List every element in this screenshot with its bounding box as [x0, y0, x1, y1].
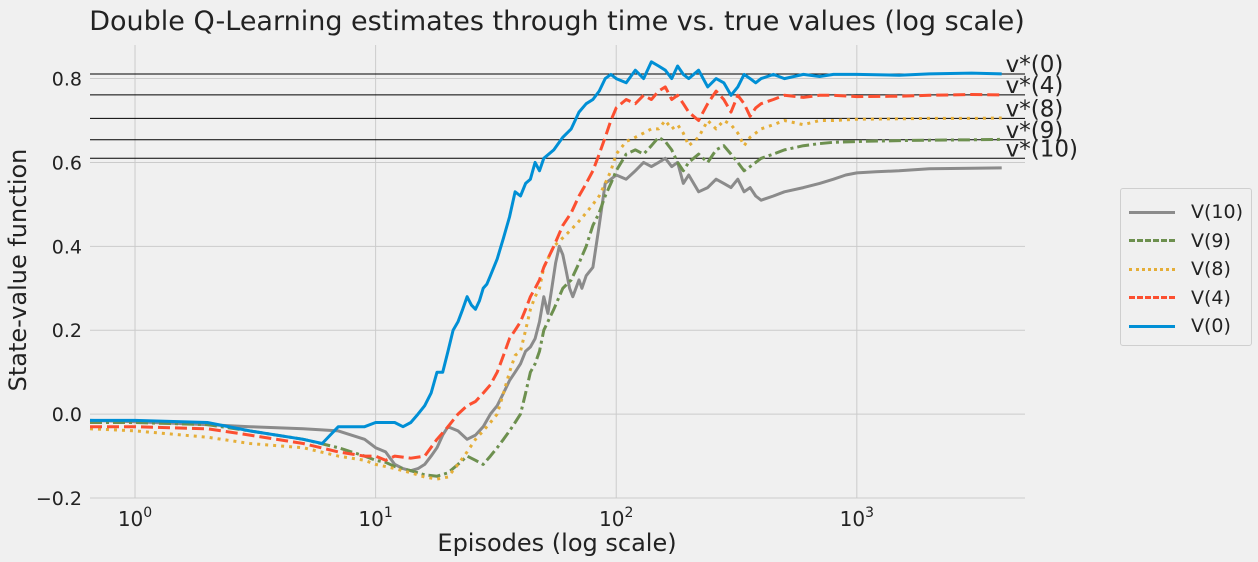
y-tick-labels: −0.2 0.0 0.2 0.4 0.6 0.8 — [36, 69, 82, 510]
legend: V(10) V(9) V(8) V(4) V(0) — [1120, 188, 1252, 346]
true-value-label: v*(9) — [1006, 118, 1064, 144]
series-line-V(9) — [90, 135, 1002, 478]
legend-item: V(4) — [1129, 284, 1231, 312]
series-line-V(4) — [90, 85, 1002, 462]
series-line-V(0) — [90, 60, 1002, 445]
y-tick-label: 0.4 — [52, 236, 82, 258]
true-value-label: v*(10) — [1006, 136, 1078, 162]
grid — [90, 45, 1025, 499]
y-tick-label: 0.8 — [52, 69, 82, 91]
legend-label: V(8) — [1191, 258, 1231, 280]
y-tick-label: 0.0 — [52, 404, 82, 426]
true-value-label: v*(4) — [1006, 73, 1064, 99]
x-tick-labels: 100 101 102 103 — [118, 505, 874, 531]
x-tick-label: 101 — [358, 505, 392, 531]
true-value-label: v*(8) — [1006, 96, 1064, 122]
legend-swatch — [1129, 296, 1175, 299]
legend-swatch — [1129, 324, 1175, 328]
legend-swatch — [1129, 267, 1175, 271]
y-tick-label: 0.6 — [52, 152, 82, 174]
x-tick-label: 103 — [840, 505, 874, 531]
x-tick-label: 102 — [599, 505, 633, 531]
legend-item: V(9) — [1129, 227, 1231, 255]
legend-label: V(9) — [1191, 229, 1231, 252]
legend-label: V(10) — [1191, 201, 1243, 223]
legend-label: V(4) — [1191, 286, 1231, 309]
series-layer — [89, 60, 1002, 481]
y-axis-label: State-value function — [4, 149, 32, 392]
legend-swatch — [1129, 239, 1175, 242]
legend-item: V(0) — [1129, 312, 1231, 340]
true-value-labels: v*(0)v*(4)v*(8)v*(9)v*(10) — [1006, 52, 1078, 162]
chart-title: Double Q-Learning estimates through time… — [89, 6, 1025, 37]
x-axis-label: Episodes (log scale) — [437, 529, 676, 557]
true-value-label: v*(0) — [1006, 52, 1064, 78]
legend-label: V(0) — [1191, 315, 1231, 337]
y-tick-label: −0.2 — [36, 488, 82, 510]
y-tick-label: 0.2 — [52, 320, 82, 342]
series-line-V(10) — [89, 156, 1002, 473]
x-tick-label: 100 — [118, 505, 152, 531]
legend-item: V(8) — [1129, 255, 1231, 283]
legend-swatch — [1129, 210, 1175, 214]
legend-item: V(10) — [1129, 198, 1243, 226]
